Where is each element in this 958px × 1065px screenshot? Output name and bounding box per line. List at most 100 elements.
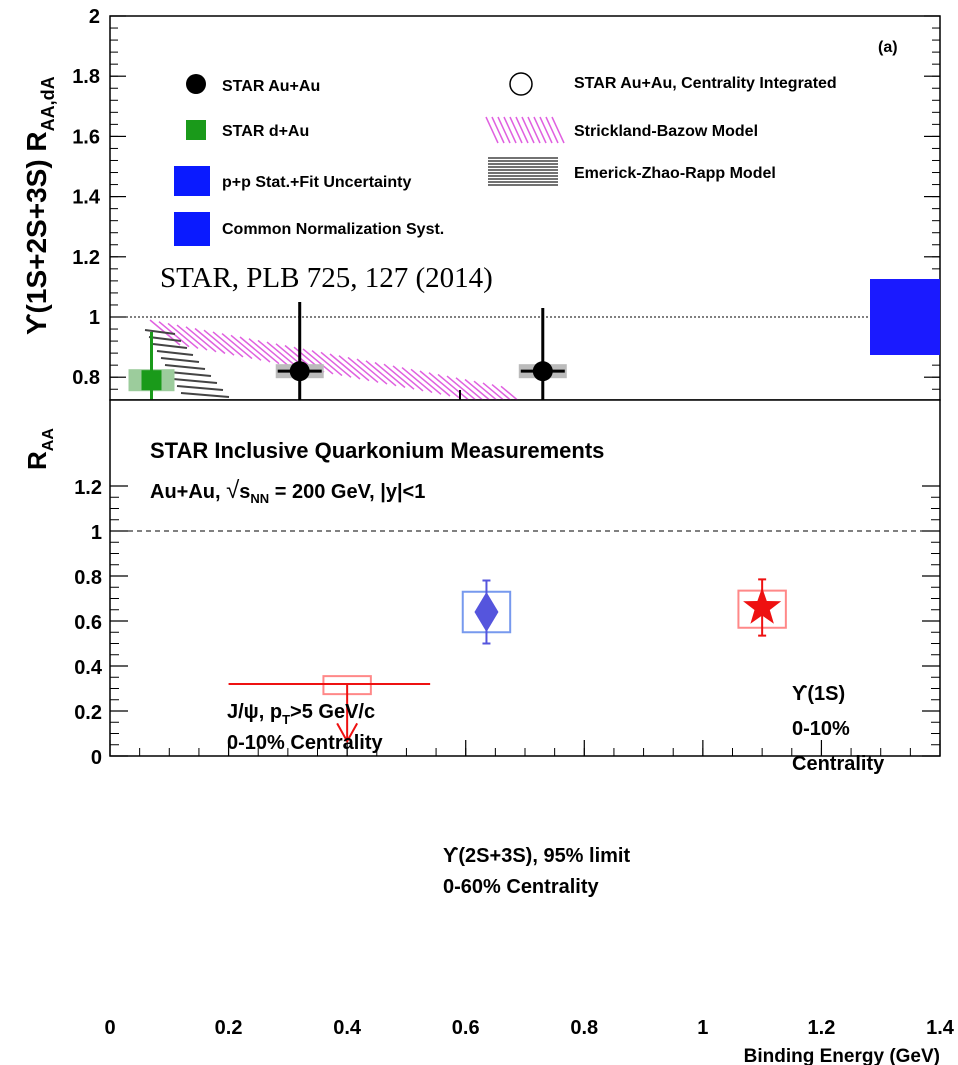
legend-label-d-au: STAR d+Au — [222, 123, 309, 140]
strickland-hatch-line — [392, 365, 424, 392]
bottom-y-tick-label: 0.2 — [74, 702, 102, 724]
bottom-y-tick-label: 0 — [91, 747, 102, 769]
panel-tag: (a) — [878, 39, 898, 56]
strickland-hatch-line — [311, 350, 343, 377]
strickland-hatch-line — [455, 377, 487, 404]
strickland-hatch-line — [257, 339, 289, 366]
bottom-x-tick-label: 0.6 — [452, 1017, 480, 1039]
strickland-hatch-line — [437, 373, 469, 400]
bottom-title: STAR Inclusive Quarkonium Measurements — [150, 438, 604, 463]
emerick-hatch-line — [156, 350, 194, 356]
emerick-hatch-line — [172, 378, 218, 384]
emerick-hatch-line — [160, 357, 200, 363]
upsilon1s-star-marker — [743, 587, 782, 624]
strickland-hatch-line — [428, 372, 460, 399]
legend-strickland-hatch — [539, 116, 553, 144]
strickland-hatch-line — [401, 367, 433, 394]
strickland-hatch-line — [203, 329, 235, 356]
legend-label-norm: Common Normalization Syst. — [222, 221, 444, 238]
top-y-tick-label: 0.8 — [72, 367, 100, 389]
legend-marker-pp — [174, 166, 210, 196]
bottom-x-tick-label: 1.4 — [926, 1017, 955, 1039]
strickland-hatch-line — [248, 338, 280, 365]
top-y-axis: 0.8 1 1.2 1.4 1.6 1.8 2 — [72, 6, 940, 390]
bottom-x-tick-label: 1 — [697, 1017, 708, 1039]
strickland-hatch-line — [356, 358, 388, 385]
legend: STAR Au+Au STAR d+Au p+p Stat.+Fit Uncer… — [174, 72, 837, 246]
strickland-hatch-line — [230, 334, 262, 361]
strickland-hatch-line — [338, 355, 370, 382]
bottom-ylabel: RAA — [22, 428, 57, 470]
citation: STAR, PLB 725, 127 (2014) — [160, 262, 493, 294]
legend-label-emerick: Emerick-Zhao-Rapp Model — [574, 165, 776, 182]
bottom-x-tick-label: 0.8 — [570, 1017, 598, 1039]
emerick-hatch-line — [152, 343, 188, 349]
strickland-hatch-line — [194, 327, 226, 355]
legend-strickland-hatch — [491, 116, 505, 144]
strickland-hatch-line — [446, 375, 478, 402]
bottom-frame — [109, 399, 941, 757]
legend-strickland-hatch — [545, 116, 559, 144]
bottom-data-points — [228, 578, 787, 744]
legend-strickland-hatch — [497, 116, 511, 144]
legend-label-au-au: STAR Au+Au — [222, 78, 320, 95]
legend-strickland-hatch — [485, 116, 499, 144]
bottom-y-tick-label: 1.2 — [74, 477, 102, 499]
strickland-hatch-line — [302, 348, 334, 375]
bottom-x-tick-label: 0.2 — [215, 1017, 243, 1039]
top-ylabel: ϒ(1S+2S+3S) RAA,dA — [21, 76, 58, 335]
emerick-hatch-line — [164, 364, 206, 370]
bottom-y-tick-label: 0.6 — [74, 612, 102, 634]
strickland-hatch-line — [347, 356, 379, 383]
upsilon2s3s-arrow-head — [336, 722, 359, 744]
legend-marker-integrated — [509, 72, 533, 96]
legend-strickland-hatch — [515, 116, 529, 144]
strickland-hatch-line — [185, 326, 217, 353]
emerick-hatch-line — [148, 336, 182, 342]
strickland-hatch-line — [410, 368, 442, 395]
top-panel: 0.8 1 1.2 1.4 1.6 1.8 2 ϒ(1S+2S+3S) RAA,dA (a)… — [21, 6, 941, 412]
top-y-tick-label: 1.8 — [72, 66, 100, 88]
bottom-y-tick-label: 0.8 — [74, 567, 102, 589]
upsilon1s-label-line2: 0-10% — [792, 718, 850, 740]
top-dau-marker — [141, 370, 162, 391]
pp-normalization-box — [870, 279, 940, 355]
strickland-hatch-line — [176, 324, 208, 351]
upsilon1s-label-line3: Centrality — [792, 753, 885, 775]
bottom-panel: 0 0.2 0.4 0.6 0.8 1 1.2 0 0.2 0.4 0.6 0.8 1 1.2 1.4 R… — [22, 399, 955, 1065]
strickland-hatch-line — [239, 336, 271, 363]
legend-label-pp: p+p Stat.+Fit Uncertainty — [222, 174, 411, 191]
emerick-hatch-line — [144, 329, 176, 335]
upsilon2s3s-label-line2: 0-60% Centrality — [443, 876, 599, 898]
emerick-hatch-line — [180, 392, 230, 398]
bottom-y-tick-label: 0.4 — [74, 657, 103, 679]
legend-label-strickland: Strickland-Bazow Model — [574, 123, 758, 140]
legend-marker-strickland — [485, 116, 565, 144]
legend-marker-norm — [174, 212, 210, 246]
top-y-tick-label: 1.6 — [72, 126, 100, 148]
bottom-y-tick-label: 1 — [91, 522, 102, 544]
top-y-tick-label: 1.2 — [72, 247, 100, 269]
strickland-hatch-line — [266, 341, 298, 368]
jpsi-diamond-marker — [474, 592, 499, 632]
bottom-x-tick-label: 1.2 — [808, 1017, 836, 1039]
strickland-hatch-line — [365, 360, 397, 387]
top-model-bands — [144, 319, 532, 412]
strickland-hatch-line — [329, 353, 361, 380]
strickland-hatch-line — [320, 351, 352, 378]
top-y-tick-label: 2 — [89, 6, 100, 28]
strickland-hatch-line — [167, 322, 199, 349]
top-data-points — [128, 301, 567, 400]
strickland-hatch-line — [383, 363, 415, 390]
strickland-hatch-line — [221, 333, 253, 360]
legend-strickland-hatch — [503, 116, 517, 144]
strickland-hatch-line — [374, 361, 406, 389]
legend-strickland-hatch — [527, 116, 541, 144]
legend-strickland-hatch — [521, 116, 535, 144]
top-auau-marker — [532, 361, 553, 382]
legend-marker-d-au — [186, 120, 206, 140]
emerick-hatch-line — [176, 385, 224, 391]
emerick-hatch-line — [168, 371, 212, 377]
top-y-tick-label: 1.4 — [72, 187, 101, 209]
